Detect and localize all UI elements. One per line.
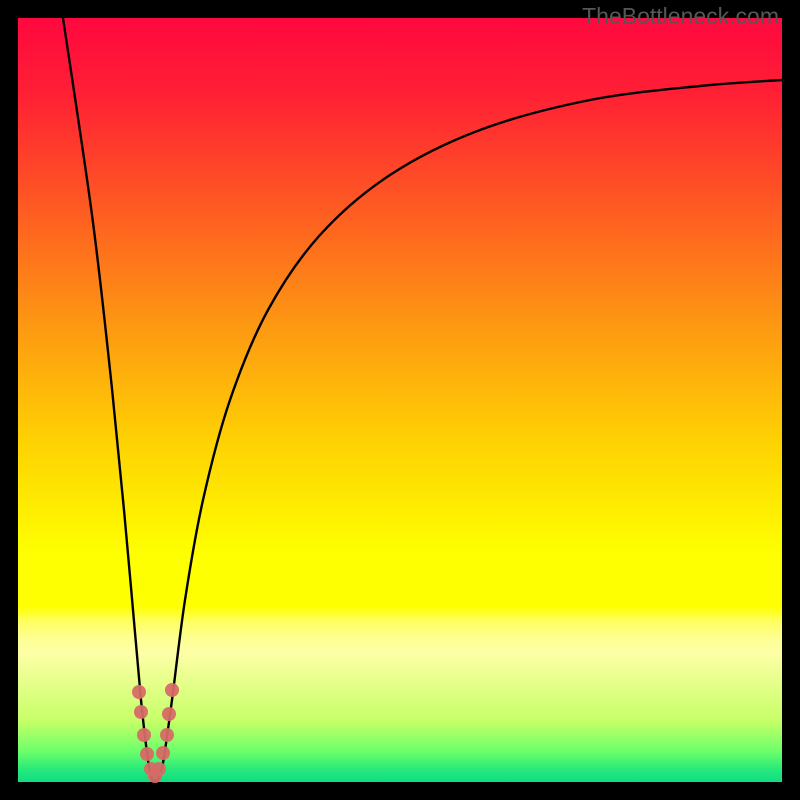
plot-area bbox=[18, 18, 782, 782]
bottleneck-curve bbox=[63, 18, 782, 781]
bottleneck-marker bbox=[165, 683, 179, 697]
watermark-text: TheBottleneck.com bbox=[582, 3, 779, 30]
bottleneck-marker bbox=[132, 685, 146, 699]
bottleneck-marker bbox=[134, 705, 148, 719]
bottleneck-marker bbox=[156, 746, 170, 760]
bottleneck-marker bbox=[162, 707, 176, 721]
chart-frame: TheBottleneck.com bbox=[0, 0, 800, 800]
bottleneck-marker bbox=[160, 728, 174, 742]
bottleneck-marker bbox=[140, 747, 154, 761]
bottleneck-marker bbox=[137, 728, 151, 742]
curve-layer bbox=[0, 0, 800, 800]
bottleneck-marker bbox=[152, 762, 166, 776]
